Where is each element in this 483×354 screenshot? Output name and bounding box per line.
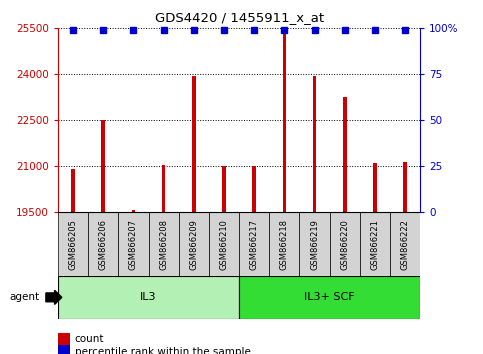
Text: GSM866218: GSM866218 bbox=[280, 219, 289, 270]
Text: IL3+ SCF: IL3+ SCF bbox=[304, 292, 355, 302]
Bar bbox=[330, 212, 360, 276]
Bar bbox=[373, 163, 377, 212]
Bar bbox=[192, 76, 196, 212]
Bar bbox=[209, 212, 239, 276]
Bar bbox=[179, 212, 209, 276]
Text: GSM866221: GSM866221 bbox=[370, 219, 380, 270]
Text: percentile rank within the sample: percentile rank within the sample bbox=[75, 347, 251, 354]
Bar bbox=[88, 212, 118, 276]
Text: GSM866219: GSM866219 bbox=[310, 219, 319, 270]
Bar bbox=[299, 212, 330, 276]
Bar bbox=[58, 276, 239, 319]
Bar bbox=[162, 165, 165, 212]
Bar bbox=[270, 212, 299, 276]
Bar bbox=[222, 166, 226, 212]
Text: GSM866205: GSM866205 bbox=[69, 219, 78, 270]
Bar bbox=[131, 210, 135, 212]
Text: GSM866206: GSM866206 bbox=[99, 219, 108, 270]
Text: GSM866220: GSM866220 bbox=[340, 219, 349, 270]
Bar bbox=[118, 212, 149, 276]
Bar bbox=[239, 276, 420, 319]
Text: GSM866210: GSM866210 bbox=[219, 219, 228, 270]
Text: GSM866209: GSM866209 bbox=[189, 219, 199, 270]
Text: count: count bbox=[75, 334, 104, 344]
Text: GSM866217: GSM866217 bbox=[250, 219, 259, 270]
Title: GDS4420 / 1455911_x_at: GDS4420 / 1455911_x_at bbox=[155, 11, 324, 24]
Bar bbox=[58, 212, 88, 276]
Text: GSM866208: GSM866208 bbox=[159, 219, 168, 270]
Text: IL3: IL3 bbox=[140, 292, 157, 302]
Bar bbox=[239, 212, 270, 276]
Text: agent: agent bbox=[10, 292, 40, 302]
Text: GSM866222: GSM866222 bbox=[400, 219, 410, 270]
Text: GSM866207: GSM866207 bbox=[129, 219, 138, 270]
Bar bbox=[343, 97, 347, 212]
Bar bbox=[360, 212, 390, 276]
Bar bbox=[283, 33, 286, 212]
Bar bbox=[403, 162, 407, 212]
Bar bbox=[149, 212, 179, 276]
Bar bbox=[253, 166, 256, 212]
Bar bbox=[71, 170, 75, 212]
Bar bbox=[390, 212, 420, 276]
Bar bbox=[101, 120, 105, 212]
Bar bbox=[313, 76, 316, 212]
